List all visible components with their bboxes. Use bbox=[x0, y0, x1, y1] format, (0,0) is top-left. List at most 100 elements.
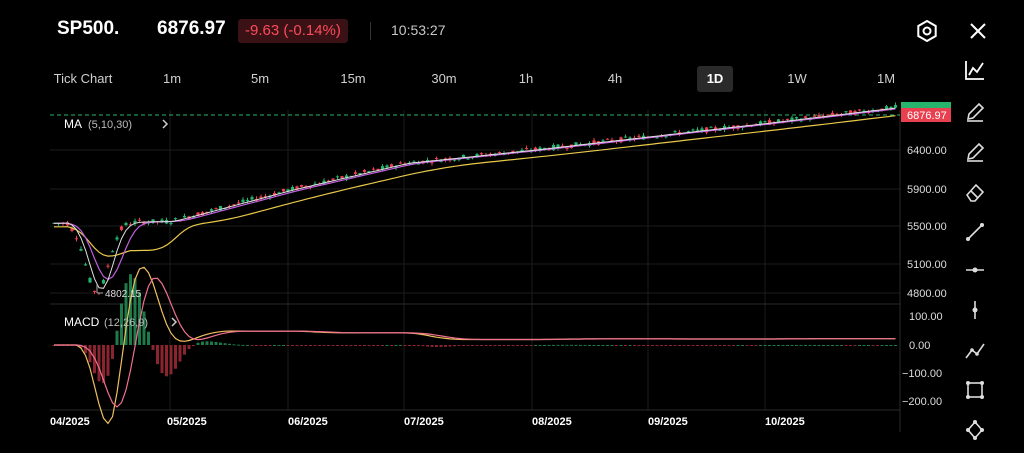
candle-body bbox=[205, 211, 209, 213]
macd-bar bbox=[570, 344, 573, 346]
macd-bar bbox=[673, 345, 677, 346]
tab-tick-chart[interactable]: Tick Chart bbox=[53, 71, 113, 86]
tab-5m[interactable]: 5m bbox=[250, 71, 270, 86]
macd-bar bbox=[331, 345, 335, 346]
candle-body bbox=[232, 204, 236, 206]
macd-bar bbox=[804, 344, 807, 346]
macd-bar bbox=[678, 345, 681, 346]
macd-bar bbox=[345, 345, 348, 346]
tab-4h[interactable]: 4h bbox=[607, 71, 623, 86]
pencil-icon[interactable] bbox=[963, 100, 987, 124]
macd-bar bbox=[826, 344, 830, 346]
macd-bar bbox=[718, 345, 722, 346]
x-tick: 10/2025 bbox=[765, 416, 805, 428]
macd-bar bbox=[79, 345, 83, 348]
macd-bar bbox=[543, 344, 546, 346]
polyline-icon[interactable] bbox=[963, 338, 987, 362]
macd-bar bbox=[741, 345, 744, 346]
candle-body bbox=[263, 196, 268, 198]
candle bbox=[637, 133, 641, 138]
tab-1d[interactable]: 1D bbox=[697, 66, 733, 92]
candle-body bbox=[434, 158, 439, 160]
macd-bar bbox=[196, 342, 200, 345]
ma-chevron-icon[interactable] bbox=[162, 119, 169, 129]
candle-body bbox=[182, 215, 187, 218]
tab-1w[interactable]: 1W bbox=[787, 71, 807, 86]
candle-body bbox=[637, 135, 641, 137]
pattern-icon[interactable] bbox=[963, 418, 987, 442]
macd-bar bbox=[516, 345, 519, 346]
candle-body bbox=[160, 219, 164, 222]
macd-bar bbox=[187, 345, 191, 350]
candle-body bbox=[326, 180, 331, 183]
macd-bar bbox=[790, 344, 794, 346]
candle-body bbox=[137, 219, 142, 221]
macd-bar bbox=[178, 345, 182, 362]
candle-body bbox=[785, 118, 790, 120]
macd-params: (12,26,9) bbox=[104, 317, 148, 329]
tab-15m[interactable]: 15m bbox=[340, 71, 366, 86]
tab-1m[interactable]: 1m bbox=[162, 71, 182, 86]
macd-bar bbox=[642, 345, 645, 346]
macd-label[interactable]: MACD bbox=[64, 315, 100, 329]
macd-bar bbox=[894, 345, 897, 346]
macd-bar bbox=[480, 345, 483, 346]
macd-bar bbox=[795, 344, 798, 346]
macd-bar bbox=[250, 345, 254, 346]
macd-bar bbox=[390, 345, 393, 346]
vertical-line-icon[interactable] bbox=[963, 298, 987, 322]
macd-bar bbox=[871, 345, 875, 346]
candle-body bbox=[196, 212, 200, 217]
macd-bar bbox=[682, 345, 686, 346]
price-chart[interactable]: MA (5,10,30) 4802.15 MACD (12,26,9) 6400… bbox=[0, 100, 960, 440]
macd-chevron-icon[interactable] bbox=[171, 317, 178, 327]
macd-y-tick: −200.00 bbox=[902, 396, 942, 408]
tab-30m[interactable]: 30m bbox=[431, 71, 457, 86]
candle-body bbox=[133, 220, 137, 224]
candle-body bbox=[560, 145, 565, 148]
macd-bar bbox=[696, 345, 699, 346]
candle bbox=[124, 221, 128, 227]
x-tick: 05/2025 bbox=[167, 416, 207, 428]
macd-bar bbox=[408, 345, 411, 346]
x-tick: 09/2025 bbox=[648, 416, 688, 428]
macd-bar bbox=[183, 345, 186, 355]
macd-bar bbox=[484, 345, 488, 346]
macd-bar bbox=[246, 344, 249, 346]
trend-line-icon[interactable] bbox=[963, 220, 987, 244]
tab-1h[interactable]: 1h bbox=[518, 71, 534, 86]
horizontal-line-icon[interactable] bbox=[963, 258, 987, 282]
candle-body bbox=[398, 162, 403, 164]
candle-body bbox=[340, 176, 344, 179]
candle-body bbox=[673, 131, 677, 133]
candle bbox=[398, 161, 403, 164]
macd-bar bbox=[169, 345, 173, 375]
macd-bar bbox=[781, 344, 785, 346]
candle-body bbox=[236, 202, 241, 204]
eraser-icon[interactable] bbox=[963, 180, 987, 204]
symbol-name[interactable]: SP500. bbox=[57, 18, 120, 39]
candle-body bbox=[331, 178, 335, 180]
pencil-icon[interactable] bbox=[963, 140, 987, 164]
candle-body bbox=[70, 228, 74, 231]
ma-label[interactable]: MA bbox=[64, 117, 82, 131]
line-chart-icon[interactable] bbox=[963, 58, 987, 82]
y-tick: 5100.00 bbox=[907, 259, 947, 271]
macd-bar bbox=[426, 345, 429, 347]
macd-bar bbox=[637, 345, 641, 346]
candle bbox=[92, 290, 97, 295]
macd-bar bbox=[471, 345, 474, 346]
candle-body bbox=[290, 186, 295, 191]
close-icon[interactable] bbox=[965, 18, 991, 44]
candle-body bbox=[565, 147, 569, 149]
settings-icon[interactable] bbox=[914, 18, 940, 44]
candle bbox=[295, 185, 299, 191]
candle-body bbox=[817, 114, 821, 117]
candle-body bbox=[803, 116, 808, 118]
candle bbox=[335, 175, 340, 180]
candle-body bbox=[52, 222, 56, 224]
candle bbox=[133, 218, 137, 227]
rectangle-icon[interactable] bbox=[963, 378, 987, 402]
tab-1mo[interactable]: 1M bbox=[876, 71, 896, 86]
price-tag-bar bbox=[901, 102, 951, 108]
